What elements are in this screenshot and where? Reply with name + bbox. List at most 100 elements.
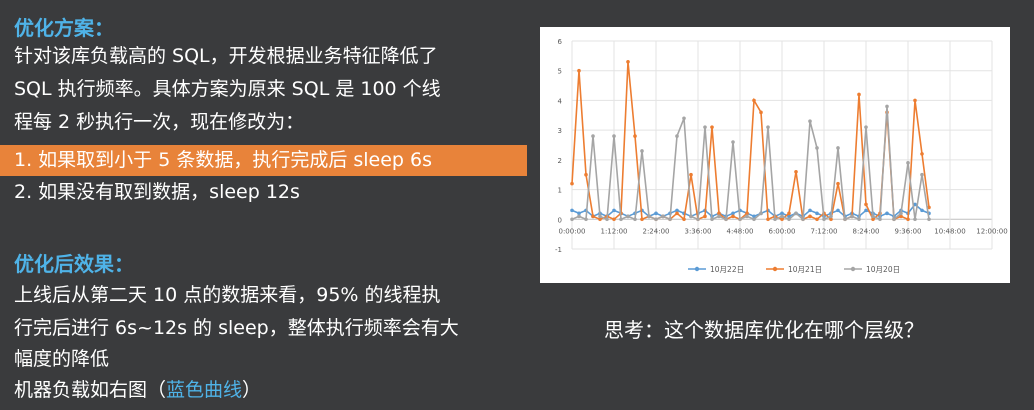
data-point: [598, 217, 602, 222]
data-point: [913, 98, 917, 103]
data-point: [794, 169, 798, 174]
data-point: [640, 217, 644, 222]
data-point: [598, 214, 602, 219]
x-tick-label: 7:12:00: [811, 227, 838, 235]
x-tick-label: 3:36:00: [685, 227, 712, 235]
data-point: [717, 214, 721, 219]
data-point: [829, 214, 833, 219]
plan-line-3: 程每 2 秒执行一次，现在修改为：: [14, 111, 305, 133]
data-point: [864, 125, 868, 129]
effect-line-3: 幅度的降低: [14, 348, 110, 370]
data-point: [773, 217, 777, 222]
data-point: [836, 181, 840, 186]
data-point: [787, 214, 791, 219]
legend-label: 10月21日: [788, 265, 822, 274]
legend-label: 10月20日: [866, 265, 900, 274]
data-point: [724, 217, 728, 222]
data-point: [836, 208, 840, 213]
effect-line-4-prefix: 机器负载如右图（: [14, 379, 167, 401]
data-point: [899, 211, 903, 216]
legend-label: 10月22日: [710, 265, 744, 274]
data-point: [619, 217, 623, 222]
data-point: [808, 208, 812, 213]
plan-line-1: 针对该库负载高的 SQL，开发根据业务特征降低了: [14, 45, 438, 67]
data-point: [787, 211, 791, 216]
y-tick-label: 2: [558, 157, 562, 165]
effect-line-1: 上线后从第二天 10 点的数据来看，95% 的线程执: [14, 284, 441, 306]
data-point: [738, 217, 742, 222]
data-point: [787, 217, 791, 222]
data-point: [731, 140, 735, 144]
data-point: [871, 214, 875, 219]
series-line: [571, 61, 930, 221]
legend-marker: [772, 266, 778, 272]
data-point: [920, 208, 924, 213]
data-point: [906, 217, 910, 222]
data-point: [633, 134, 637, 138]
data-point: [780, 211, 784, 216]
x-tick-label: 4:48:00: [727, 227, 754, 235]
x-tick-label: 6:00:00: [769, 227, 796, 235]
effect-line-4-suffix: ）: [242, 379, 262, 401]
series-line: [571, 203, 930, 218]
data-point: [668, 217, 672, 222]
y-tick-label: 6: [558, 38, 563, 46]
data-point: [794, 211, 798, 216]
data-point: [780, 217, 784, 222]
data-point: [605, 217, 609, 222]
x-tick-label: 9:36:00: [895, 227, 922, 235]
data-point: [640, 149, 644, 153]
data-point: [913, 217, 917, 222]
data-point: [920, 172, 924, 177]
data-point: [682, 217, 686, 222]
x-tick-label: 10:48:00: [934, 227, 965, 235]
legend-marker: [850, 266, 856, 272]
data-point: [759, 211, 763, 216]
y-tick-label: 1: [558, 187, 562, 195]
data-point: [591, 214, 595, 219]
data-point: [703, 125, 707, 129]
data-point: [808, 214, 812, 219]
x-tick-label: 2:24:00: [643, 227, 670, 235]
data-point: [675, 134, 679, 138]
data-point: [822, 217, 826, 222]
heading-optimization-plan: 优化方案：: [14, 16, 114, 40]
x-tick-label: 8:24:00: [853, 227, 880, 235]
data-point: [626, 214, 630, 219]
data-point: [570, 217, 574, 222]
data-point: [766, 217, 770, 222]
plan-line-2: SQL 执行频率。具体方案为原来 SQL 是 100 个线: [14, 78, 441, 100]
y-tick-label: 5: [558, 68, 562, 76]
data-point: [892, 217, 896, 222]
plan-item-1: 1. 如果取到小于 5 条数据，执行完成后 sleep 6s: [14, 149, 433, 171]
plan-item-2: 2. 如果没有取到数据，sleep 12s: [14, 181, 300, 203]
data-point: [654, 217, 658, 222]
data-point: [815, 217, 819, 222]
data-point: [752, 214, 756, 219]
data-point: [885, 104, 889, 109]
data-point: [591, 134, 595, 138]
data-point: [731, 211, 735, 216]
data-point: [920, 152, 924, 156]
highlight-bar: [0, 145, 527, 176]
data-point: [899, 214, 903, 219]
data-point: [815, 211, 819, 216]
data-point: [612, 208, 616, 213]
data-point: [857, 92, 861, 97]
load-chart: 6 5 4 3 2 1 0 -1 0:00:00 1:12:00 2:24:00 3:36:00 4:4…: [540, 27, 1010, 283]
data-point: [815, 146, 819, 150]
data-point: [696, 217, 700, 222]
data-point: [752, 217, 756, 222]
data-point: [570, 208, 574, 213]
data-point: [731, 214, 735, 219]
x-tick-label: 1:12:00: [601, 227, 628, 235]
data-point: [927, 217, 931, 222]
data-point: [745, 214, 749, 219]
data-point: [836, 146, 840, 150]
data-point: [843, 217, 847, 222]
data-point: [703, 214, 707, 219]
data-point: [584, 172, 588, 177]
data-point: [850, 214, 854, 219]
data-point: [717, 211, 721, 216]
